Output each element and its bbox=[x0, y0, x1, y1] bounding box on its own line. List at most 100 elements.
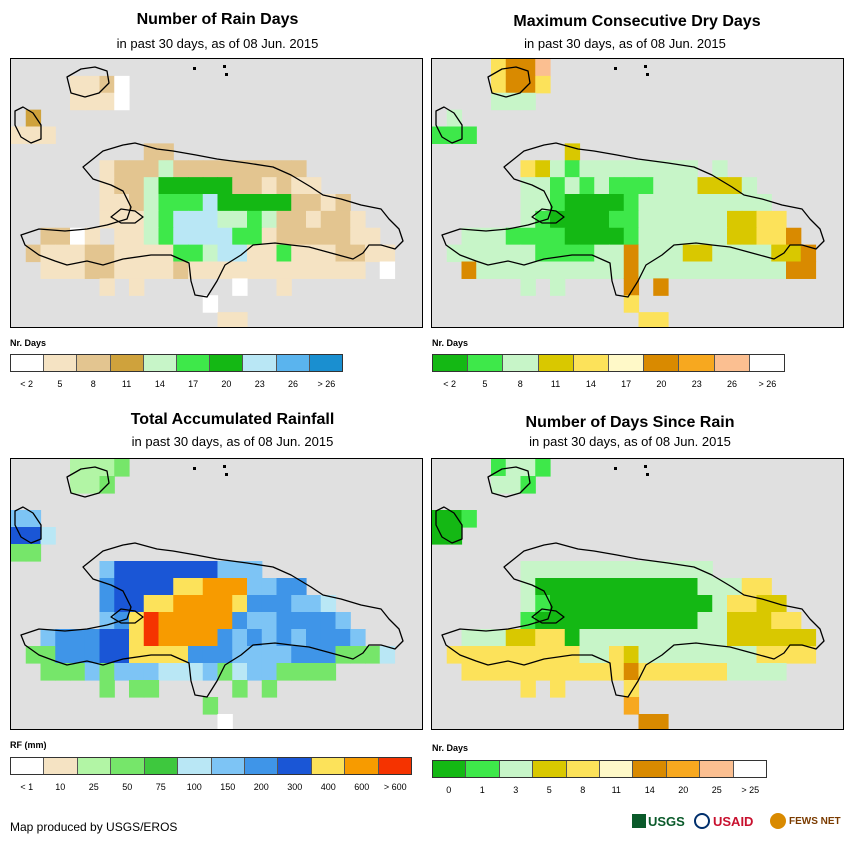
grid-cell bbox=[291, 244, 307, 263]
legend-swatch bbox=[243, 355, 277, 371]
grid-cell bbox=[771, 261, 787, 279]
legend-tick-label: 17 bbox=[621, 379, 632, 389]
grid-cell bbox=[261, 612, 278, 630]
grid-cell bbox=[446, 646, 463, 664]
grid-cell bbox=[261, 227, 278, 246]
grid-cell bbox=[520, 680, 536, 698]
grid-cell bbox=[202, 227, 219, 246]
grid-cell bbox=[84, 261, 101, 279]
grid-cell bbox=[247, 578, 263, 596]
grid-cell bbox=[638, 578, 654, 596]
grid-cell bbox=[535, 194, 551, 212]
grid-cell bbox=[99, 459, 115, 477]
grid-cell bbox=[158, 612, 174, 630]
grid-cell bbox=[520, 595, 536, 613]
fewsnet-globe-icon bbox=[770, 813, 786, 829]
grid-cell bbox=[261, 244, 278, 263]
grid-cell bbox=[623, 629, 640, 647]
grid-cell bbox=[276, 227, 292, 246]
legend-tick-label: 8 bbox=[90, 379, 96, 389]
grid-cell bbox=[800, 629, 817, 647]
grid-cell bbox=[579, 663, 595, 681]
grid-cell bbox=[70, 629, 86, 647]
grid-cell bbox=[188, 244, 204, 263]
map-rain-days-svg bbox=[11, 65, 404, 327]
legend-swatch bbox=[633, 761, 667, 777]
grid-cell bbox=[741, 244, 758, 263]
grid-cell bbox=[335, 646, 351, 664]
legend-swatch bbox=[143, 355, 178, 371]
map-since-rain-svg bbox=[432, 459, 825, 729]
grid-cell bbox=[668, 244, 684, 263]
grid-cell bbox=[623, 578, 640, 596]
grid-cell bbox=[320, 194, 337, 212]
grid-cell bbox=[609, 646, 625, 664]
legend-title: RF (mm) bbox=[10, 740, 47, 750]
grid-cell bbox=[712, 261, 728, 279]
grid-cell bbox=[505, 261, 522, 279]
grid-cell bbox=[11, 544, 27, 562]
grid-cell bbox=[143, 612, 160, 630]
grid-cell bbox=[158, 194, 174, 212]
grid-cell bbox=[623, 244, 640, 263]
island-coastline bbox=[531, 208, 565, 224]
grid-cell bbox=[143, 561, 160, 579]
map-dry-days bbox=[431, 58, 844, 328]
grid-cell bbox=[143, 227, 160, 246]
grid-cell bbox=[99, 680, 115, 698]
grid-cell bbox=[70, 646, 86, 664]
legend-tick-label: 11 bbox=[121, 379, 132, 389]
island-coastline bbox=[435, 506, 463, 544]
grid-cell bbox=[771, 646, 787, 664]
grid-cell bbox=[564, 663, 581, 681]
grid-cell bbox=[291, 663, 307, 681]
usaid-seal-icon bbox=[694, 813, 710, 829]
grid-cell bbox=[99, 629, 115, 647]
grid-cell bbox=[579, 578, 595, 596]
grid-cell bbox=[320, 261, 337, 279]
grid-cell bbox=[143, 629, 160, 647]
legend-tick-label: 300 bbox=[287, 782, 303, 792]
grid-cell bbox=[25, 646, 42, 664]
grid-cell bbox=[350, 646, 366, 664]
grid-cell bbox=[461, 261, 477, 279]
grid-cell bbox=[786, 261, 802, 279]
grid-cell bbox=[320, 595, 337, 613]
grid-cell bbox=[143, 244, 160, 263]
legend-tick-label: < 1 bbox=[20, 782, 34, 792]
grid-cell bbox=[564, 143, 581, 161]
grid-cell bbox=[712, 227, 728, 246]
grid-cell bbox=[476, 244, 492, 263]
grid-cell bbox=[535, 177, 551, 195]
grid-cell bbox=[188, 210, 204, 229]
grid-cell bbox=[70, 476, 86, 494]
grid-cell bbox=[261, 646, 278, 664]
legend-bar bbox=[10, 354, 343, 372]
hispaniola-coastline bbox=[441, 142, 825, 298]
legend-swatch bbox=[278, 758, 312, 774]
grid-cell bbox=[786, 227, 802, 246]
grid-cell bbox=[653, 227, 669, 246]
grid-cell bbox=[306, 612, 322, 630]
grid-cell bbox=[786, 612, 802, 630]
legend-tick-label: 5 bbox=[546, 785, 552, 795]
grid-cell bbox=[291, 578, 307, 596]
legend-swatch bbox=[714, 355, 750, 371]
grid-cell bbox=[40, 629, 56, 647]
grid-cell bbox=[520, 244, 536, 263]
grid-cell bbox=[306, 261, 322, 279]
islet bbox=[223, 65, 226, 68]
legend-tick-label: 8 bbox=[580, 785, 586, 795]
grid-cell bbox=[261, 595, 278, 613]
legend-tick-label: 20 bbox=[678, 785, 689, 795]
grid-cell bbox=[202, 194, 219, 212]
grid-cell bbox=[129, 612, 145, 630]
grid-cell bbox=[461, 663, 477, 681]
grid-cell bbox=[232, 194, 248, 212]
grid-cell bbox=[291, 210, 307, 229]
grid-cell bbox=[505, 476, 522, 494]
grid-cell bbox=[682, 177, 699, 195]
grid-cell bbox=[623, 160, 640, 178]
legend-tick-label: 50 bbox=[122, 782, 133, 792]
grid-cell bbox=[638, 210, 654, 229]
